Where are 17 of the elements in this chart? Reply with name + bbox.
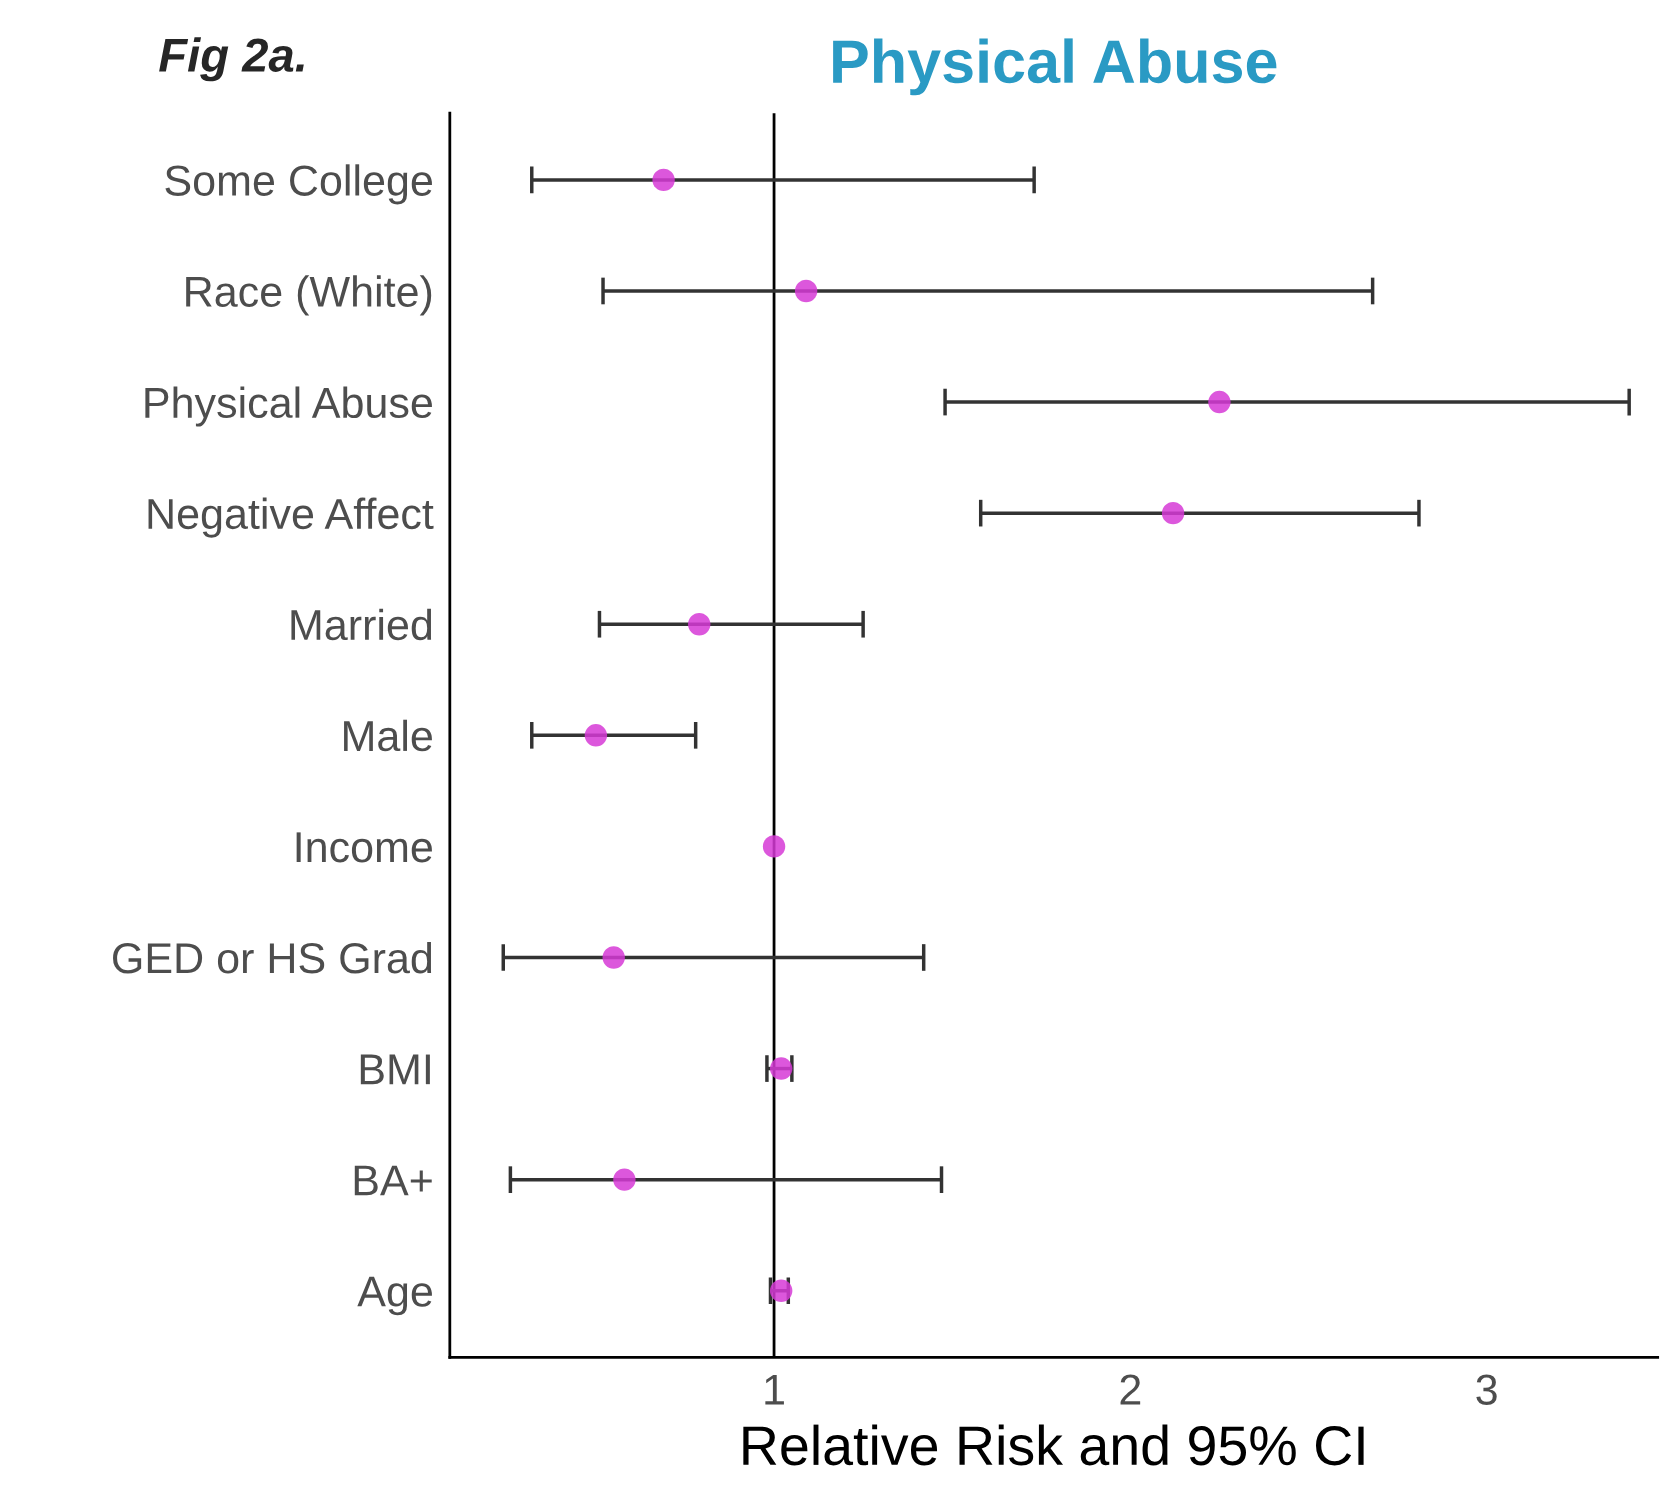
y-tick-label: Physical Abuse [145, 386, 432, 427]
y-tick-label: Male [344, 719, 432, 752]
y-tick-label: Age [357, 1276, 432, 1316]
y-tick-label: Negative Affect [148, 497, 434, 538]
y-tick-label: Income [296, 832, 432, 863]
x-axis-title: Relative Risk and 95% CI [743, 1424, 1364, 1466]
y-tick-label: BA+ [354, 1165, 432, 1196]
y-tick-label: BMI [360, 1054, 430, 1085]
y-tick-label: Some College [165, 164, 432, 205]
y-tick-label: Race (White) [186, 275, 432, 316]
y-tick-label: GED or HS Grad [113, 941, 432, 974]
x-tick-label: 2 [1120, 1374, 1141, 1405]
caption: Fig 2a. [159, 37, 304, 82]
x-tick-label: 3 [1476, 1374, 1497, 1405]
chart-title: Physical Abuse [833, 38, 1277, 96]
x-tick-label: 1 [765, 1374, 784, 1405]
y-tick-label: Married [291, 608, 432, 641]
